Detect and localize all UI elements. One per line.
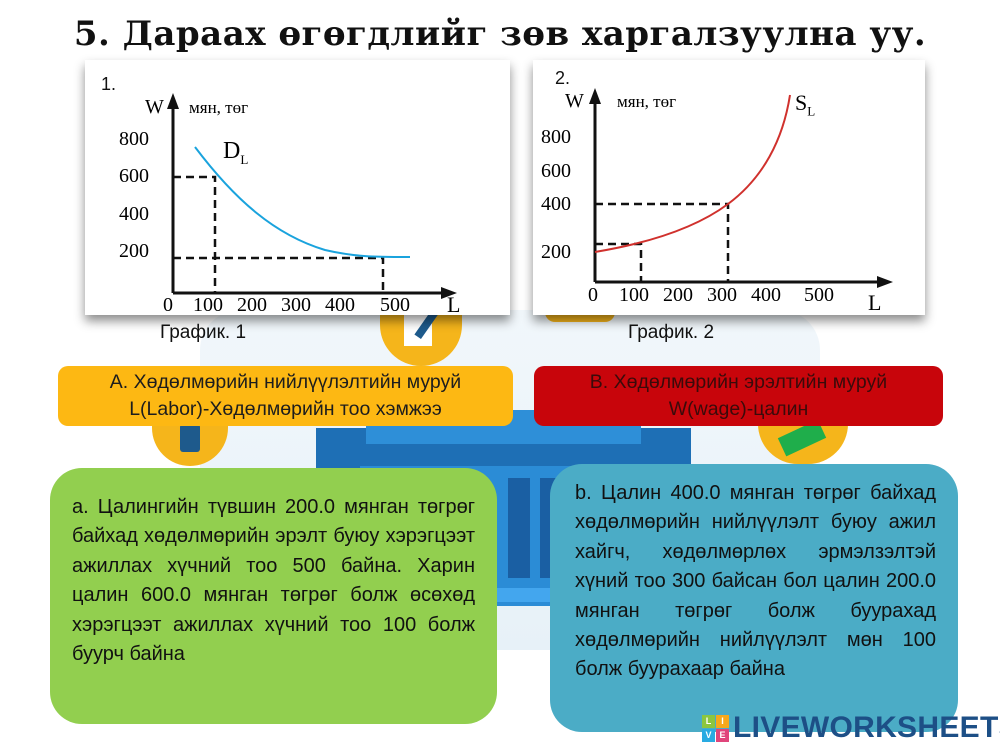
y-tick-600: 600 [541, 160, 571, 182]
chart-card-1: 1. W мян, төг DL 800 600 400 200 0 100 200… [85, 60, 510, 317]
liveworksheets-brand: L I V E LIVEWORKSHEETS [702, 711, 1000, 744]
x-tick-300: 300 [281, 294, 311, 316]
label-a-line2: L(Labor)-Хөдөлмөрийн тоо хэмжээ [129, 398, 442, 420]
x-tick-100: 100 [619, 284, 649, 306]
x-tick-200: 200 [237, 294, 267, 316]
y-tick-800: 800 [541, 126, 571, 148]
y-tick-200: 200 [119, 240, 149, 262]
logo-letter: I [716, 714, 729, 728]
label-a-supply-curve[interactable]: А. Хөдөлмөрийн нийлүүлэлтийн муруй L(Lab… [58, 366, 513, 426]
x-tick-200: 200 [663, 284, 693, 306]
y-tick-400: 400 [119, 203, 149, 225]
brand-text: LIVEWORKSHEETS [733, 711, 1000, 744]
demand-curve-chart [167, 93, 457, 299]
y-tick-800: 800 [119, 128, 149, 150]
label-b-demand-curve[interactable]: В. Хөдөлмөрийн эрэлтийн муруй W(wage)-ца… [534, 366, 943, 426]
x-tick-0: 0 [163, 294, 173, 316]
logo-letter: V [702, 728, 715, 742]
x-tick-100: 100 [193, 294, 223, 316]
curve-label: DL [223, 138, 248, 168]
coin-icon [545, 312, 615, 322]
x-tick-500: 500 [380, 294, 410, 316]
x-tick-300: 300 [707, 284, 737, 306]
y-axis-label: W [565, 90, 584, 112]
supply-curve-chart [589, 88, 893, 288]
chart-caption-2: График. 2 [628, 322, 715, 343]
y-axis-label: W [145, 96, 164, 118]
liveworksheets-logo-icon: L I V E [702, 714, 729, 742]
x-axis-label: L [447, 292, 461, 317]
y-tick-400: 400 [541, 193, 571, 215]
curve-label-main: D [223, 138, 241, 164]
label-b-line1: В. Хөдөлмөрийн эрэлтийн муруй [589, 371, 888, 393]
logo-letter: L [702, 714, 715, 728]
statement-a-bubble[interactable]: a. Цалингийн түвшин 200.0 мянган төгрөг … [50, 468, 497, 724]
x-axis-label: L [868, 290, 882, 315]
chart-number: 2. [555, 68, 571, 88]
x-tick-0: 0 [588, 284, 598, 306]
x-tick-400: 400 [325, 294, 355, 316]
label-a-line1: А. Хөдөлмөрийн нийлүүлэлтийн муруй [109, 371, 462, 393]
unit-label: мян, төг [617, 92, 677, 111]
page-title: 5. Дараах өгөгдлийг зөв харгалзуулна уу. [73, 14, 927, 54]
curve-label-subscript: L [240, 151, 249, 167]
x-tick-400: 400 [751, 284, 781, 306]
x-tick-labels: 0 100 200 300 400 500 [588, 284, 844, 307]
curve-label-subscript: L [807, 103, 816, 119]
curve-label-main: S [795, 90, 808, 115]
label-b-line2: W(wage)-цалин [668, 398, 809, 420]
chart-caption-1: График. 1 [160, 322, 247, 343]
y-tick-200: 200 [541, 241, 571, 263]
unit-label: мян, төг [189, 98, 249, 117]
chart-number: 1. [101, 74, 117, 94]
y-tick-600: 600 [119, 165, 149, 187]
curve-label: SL [795, 90, 815, 119]
statement-b-bubble[interactable]: b. Цалин 400.0 мянган төгрөг байхад хөдө… [550, 464, 958, 732]
bank-column [508, 478, 530, 578]
x-tick-500: 500 [804, 284, 834, 306]
x-tick-labels: 0 100 200 300 400 500 [163, 294, 420, 317]
chart-card-2: 2. W мян, төг SL 800 600 400 200 0 100 200… [533, 60, 925, 315]
logo-letter: E [716, 728, 729, 742]
